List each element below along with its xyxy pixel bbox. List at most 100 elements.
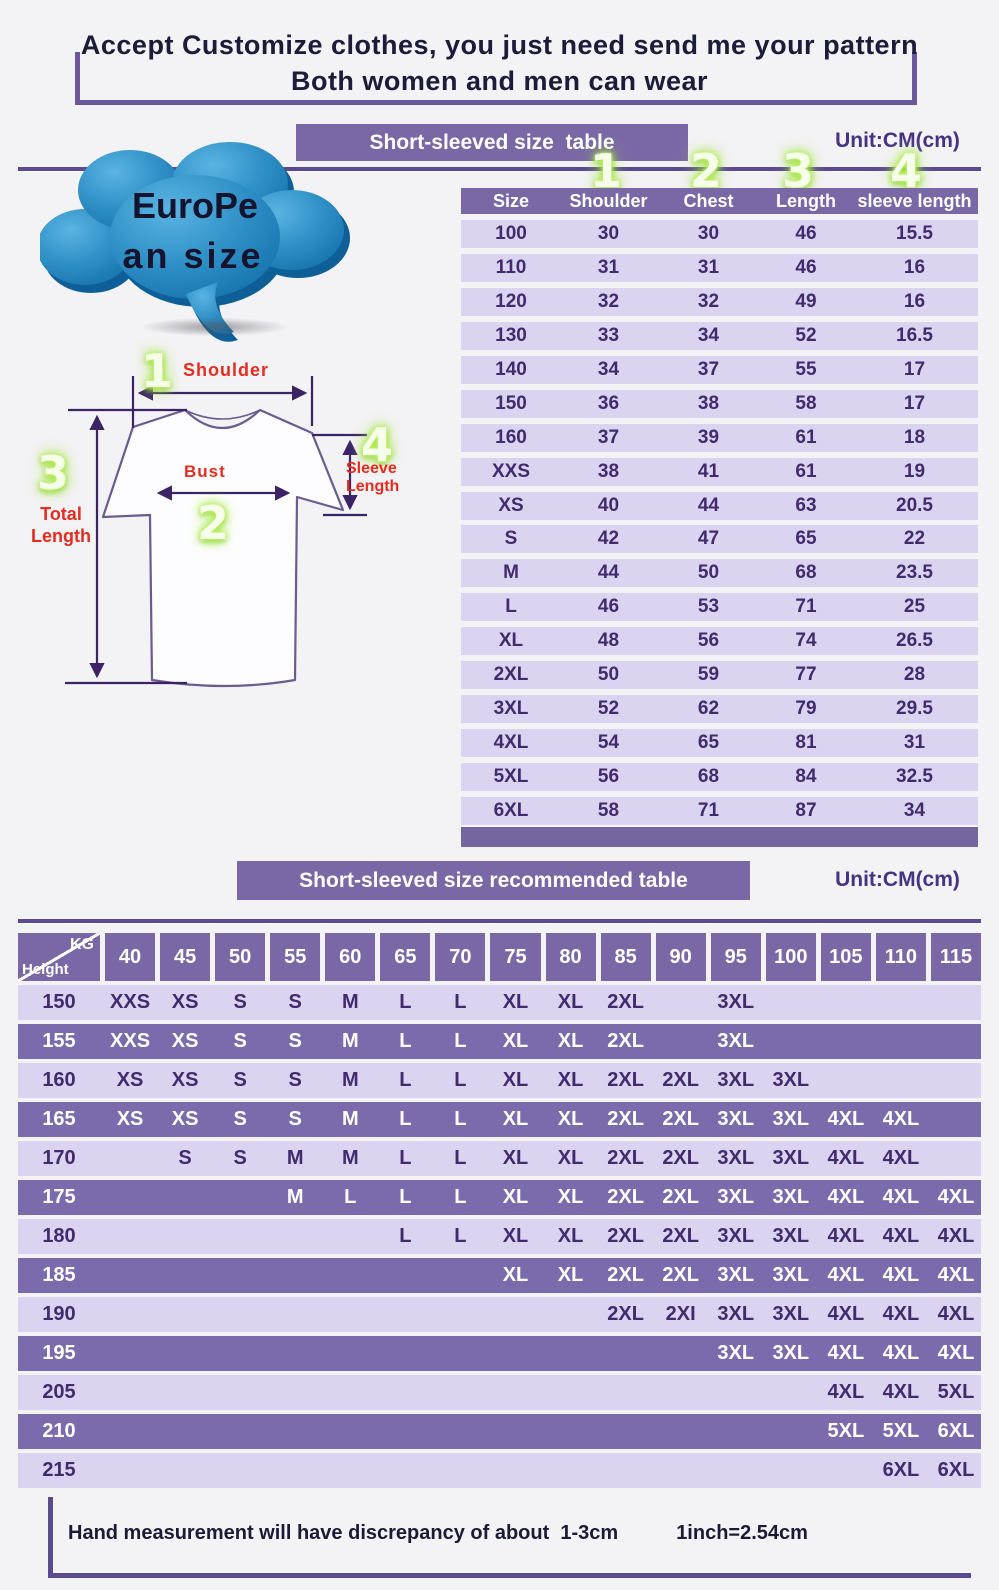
weight-header-cell: 60 <box>325 933 376 981</box>
cell-length: 65 <box>795 528 817 550</box>
cell-size: L <box>505 596 517 618</box>
cell-length: 71 <box>795 596 817 618</box>
size-cell: XL <box>557 1147 584 1169</box>
size-cell: M <box>341 1069 359 1091</box>
size-cell: 2XL <box>662 1069 699 1091</box>
size-cell: 4XL <box>882 1381 920 1403</box>
corner-kg-height-cell: KG Height <box>18 933 100 981</box>
size-table-banner: Short-sleeved size table <box>296 124 688 161</box>
cell-shoulder: 37 <box>597 426 620 448</box>
size-cell: S <box>233 1108 247 1130</box>
cell-chest: 34 <box>697 324 720 346</box>
diagram-marker-4: 4 <box>360 418 393 472</box>
size-cell: 2XL <box>607 1303 644 1325</box>
size-cell: 2XL <box>662 1186 699 1208</box>
size-cell: 3XL <box>772 1303 810 1325</box>
recommend-row: 185 XL XL 2XL 2XL 3XL 3XL 4XL 4XL 4XL <box>18 1258 981 1293</box>
size-cell: 2XL <box>662 1264 699 1286</box>
size-cell: 4XL <box>882 1147 920 1169</box>
size-cell: L <box>399 1147 412 1169</box>
cell-size: 4XL <box>493 732 529 754</box>
weight-header-cell: 85 <box>600 933 651 981</box>
size-cell: 3XL <box>717 1303 755 1325</box>
weight-header-cell: 75 <box>490 933 541 981</box>
size-cell: L <box>454 991 467 1013</box>
size-cell: L <box>399 1186 412 1208</box>
weight-header-cell: 80 <box>545 933 596 981</box>
size-cell: L <box>399 1225 412 1247</box>
divider-line-top <box>18 167 981 171</box>
size-cell: 3XL <box>772 1147 810 1169</box>
cell-chest: 65 <box>697 732 720 754</box>
table-row: 140 34 37 55 17 <box>461 355 978 384</box>
cell-chest: 71 <box>697 799 720 821</box>
european-size-cloud: EuroPe an size <box>40 142 350 342</box>
size-cell: 4XL <box>827 1264 865 1286</box>
cell-sleeve-length: 29.5 <box>896 698 933 720</box>
size-cell: 4XL <box>827 1225 865 1247</box>
cell-length: 49 <box>795 290 817 312</box>
tshirt-measurement-diagram <box>65 376 367 688</box>
size-cell: 4XL <box>827 1381 865 1403</box>
cell-chest: 39 <box>697 426 720 448</box>
weight-header-cell: 55 <box>270 933 321 981</box>
cloud-ground-shadow <box>112 314 317 340</box>
cell-chest: 56 <box>697 630 720 652</box>
recommend-row: 195 3XL 3XL 4XL 4XL 4XL <box>18 1336 981 1371</box>
size-cell: M <box>341 1147 359 1169</box>
recommend-row: 160 XS XS S S M L L XL XL 2XL 2XL 3XL 3X… <box>18 1063 981 1098</box>
cell-length: 84 <box>795 766 817 787</box>
cell-sleeve-length: 16.5 <box>896 324 933 346</box>
cell-length: 55 <box>795 358 817 380</box>
cell-length: 46 <box>795 223 817 244</box>
size-cell: L <box>454 1225 467 1247</box>
weight-header-cell: 45 <box>160 933 211 981</box>
diagram-marker-3: 3 <box>36 446 69 500</box>
weight-header-cell: 70 <box>435 933 486 981</box>
height-cell: 210 <box>42 1420 76 1442</box>
diagram-marker-1: 1 <box>140 344 173 398</box>
size-cell: M <box>286 1147 304 1169</box>
cell-chest: 47 <box>697 528 720 550</box>
size-cell: 6XL <box>937 1420 975 1442</box>
size-cell: L <box>344 1186 357 1208</box>
page-title-line1: Accept Customize clothes, you just need … <box>80 30 919 60</box>
size-cell: XL <box>502 1186 529 1208</box>
size-cell: 4XL <box>882 1225 920 1247</box>
table-row: 5XL 56 68 84 32.5 <box>461 763 978 791</box>
size-cell: XS <box>171 991 199 1013</box>
cell-sleeve-length: 16 <box>903 256 926 278</box>
label-bust: Bust <box>184 462 226 481</box>
cell-shoulder: 38 <box>597 460 620 482</box>
size-cell: XL <box>502 1225 529 1247</box>
cell-shoulder: 33 <box>597 324 620 346</box>
height-cell: 185 <box>42 1264 76 1286</box>
cell-shoulder: 30 <box>597 223 620 244</box>
weight-header-cell: 115 <box>930 933 981 981</box>
height-cell: 205 <box>42 1381 76 1403</box>
cell-chest: 44 <box>697 494 720 516</box>
cloud-lobes <box>40 142 344 334</box>
height-cell: 190 <box>42 1303 76 1325</box>
cell-size: XS <box>498 494 524 516</box>
size-table-unit: Unit:CM(cm) <box>835 129 960 152</box>
table-row: 4XL 54 65 81 31 <box>461 729 978 758</box>
weight-header-cell: 90 <box>655 933 706 981</box>
cell-shoulder: 56 <box>597 766 620 787</box>
height-cell: 195 <box>42 1342 76 1364</box>
cell-length: 74 <box>795 630 817 652</box>
cell-shoulder: 52 <box>597 698 620 720</box>
table-row: 6XL 58 71 87 34 <box>461 796 978 825</box>
size-cell: XL <box>557 1186 584 1208</box>
cell-size: S <box>504 528 518 550</box>
cell-chest: 32 <box>697 290 720 312</box>
size-cell: XL <box>557 1108 584 1130</box>
size-cell: 5XL <box>937 1381 975 1403</box>
size-cell: 4XL <box>882 1303 920 1325</box>
size-table-header: Size Shoulder Chest Length sleeve length <box>461 188 978 214</box>
table-row: XL 48 56 74 26.5 <box>461 627 978 656</box>
size-cell: 6XL <box>882 1459 920 1481</box>
footer-text: Hand measurement will have discrepancy o… <box>68 1522 808 1545</box>
cloud-text-line2: an size <box>122 235 263 276</box>
